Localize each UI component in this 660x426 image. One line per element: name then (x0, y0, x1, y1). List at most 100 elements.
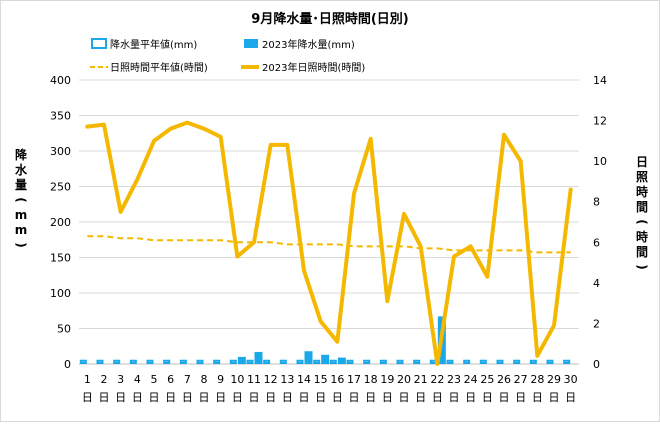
legend-label-normal-sunshine: 日照時間平年値(時間) (110, 61, 208, 74)
x-tick-unit: 日 (182, 391, 193, 404)
left-axis-title: 降水量 (mm) (14, 147, 28, 248)
x-tick-unit: 日 (515, 391, 526, 404)
left-axis-ticks: 0 50 100 150 200 250 300 350 400 (50, 74, 71, 371)
x-tick-unit: 日 (215, 391, 226, 404)
right-axis-title: 日照時間(時間) (635, 155, 649, 270)
right-axis-title-char: 時 (636, 184, 648, 199)
x-tick-label: 14 (297, 373, 311, 386)
normal-precip-bar (396, 359, 404, 364)
x-tick-label: 26 (497, 373, 511, 386)
x-tick-label: 18 (364, 373, 378, 386)
x-tick-label: 21 (414, 373, 428, 386)
right-tick-label: 2 (593, 317, 600, 330)
x-tick-label: 3 (117, 373, 124, 386)
normal-precip-bar (546, 359, 554, 364)
normal-precip-bar (563, 359, 571, 364)
x-tick-label: 15 (314, 373, 328, 386)
precip-2023-bars (237, 316, 446, 364)
normal-precip-bar (329, 359, 337, 364)
normal-precip-bar (146, 359, 154, 364)
right-axis-title-char: ( (635, 219, 649, 224)
right-tick-label: 0 (593, 358, 600, 371)
legend-swatch-2023-precip (244, 39, 258, 48)
right-axis-title-char: ) (635, 264, 649, 269)
left-axis-title-char: ( (14, 197, 28, 202)
left-tick-label: 50 (57, 323, 71, 336)
normal-precip-bar (213, 359, 221, 364)
sunshine-2023-line (85, 120, 573, 366)
x-tick-unit: 日 (432, 391, 443, 404)
left-axis-title-char: m (15, 208, 28, 222)
x-tick-label: 17 (347, 373, 361, 386)
normal-precip-bar (363, 359, 371, 364)
x-tick-label: 23 (447, 373, 461, 386)
left-tick-label: 400 (50, 74, 71, 87)
normal-precip-bar (413, 359, 421, 364)
left-axis-title-char: ) (14, 242, 28, 247)
x-tick-unit: 日 (132, 391, 143, 404)
right-tick-label: 12 (593, 115, 607, 128)
x-tick-label: 30 (564, 373, 578, 386)
normal-precip-bar (446, 359, 454, 364)
x-tick-label: 6 (167, 373, 174, 386)
x-tick-unit: 日 (449, 391, 460, 404)
normal-sunshine-line (87, 235, 571, 254)
x-tick-label: 19 (380, 373, 394, 386)
x-tick-unit: 日 (115, 391, 126, 404)
left-tick-label: 150 (50, 252, 71, 265)
legend: 降水量平年値(mm) 2023年降水量(mm) 日照時間平年値(時間) 2023… (90, 38, 365, 74)
x-tick-unit: 日 (482, 391, 493, 404)
x-tick-unit: 日 (332, 391, 343, 404)
normal-precip-bar (463, 359, 471, 364)
sunshine-lines (85, 120, 573, 366)
x-tick-unit: 日 (232, 391, 243, 404)
normal-precip-bar (496, 359, 504, 364)
x-tick-label: 7 (184, 373, 191, 386)
left-tick-label: 200 (50, 216, 71, 229)
right-axis-title-char: 間 (636, 200, 648, 214)
normal-precip-bar (79, 359, 87, 364)
right-tick-label: 14 (593, 74, 607, 87)
right-axis-title-char: 時 (636, 229, 648, 244)
x-tick-label: 1 (84, 373, 91, 386)
x-tick-label: 11 (247, 373, 261, 386)
x-tick-unit: 日 (365, 391, 376, 404)
legend-label-2023-precip: 2023年降水量(mm) (262, 38, 355, 51)
precip-2023-bar (321, 354, 330, 364)
left-axis-title-char: m (15, 223, 28, 237)
left-tick-label: 0 (64, 358, 71, 371)
normal-precip-bar (113, 359, 121, 364)
x-tick-unit: 日 (315, 391, 326, 404)
normal-precip-bar (129, 359, 137, 364)
x-tick-unit: 日 (299, 391, 310, 404)
right-axis-title-char: 日 (636, 155, 648, 169)
normal-precip-bar (246, 359, 254, 364)
x-tick-label: 20 (397, 373, 411, 386)
x-tick-unit: 日 (82, 391, 93, 404)
normal-precip-bar (296, 359, 304, 364)
precip-2023-bar (337, 357, 346, 364)
left-axis-title-char: 量 (15, 178, 27, 192)
x-tick-unit: 日 (99, 391, 110, 404)
x-tick-unit: 日 (199, 391, 210, 404)
normal-precip-bar (513, 359, 521, 364)
legend-label-normal-precip: 降水量平年値(mm) (110, 38, 197, 51)
x-tick-label: 4 (134, 373, 141, 386)
normal-precip-bar (529, 359, 537, 364)
precip-2023-bar (254, 351, 263, 364)
left-tick-label: 350 (50, 110, 71, 123)
x-tick-unit: 日 (565, 391, 576, 404)
normal-precip-bar (196, 359, 204, 364)
x-tick-label: 13 (280, 373, 294, 386)
x-tick-label: 10 (230, 373, 244, 386)
normal-precip-bar (346, 359, 354, 364)
x-tick-label: 28 (530, 373, 544, 386)
right-axis-title-char: 照 (636, 169, 648, 184)
right-tick-label: 6 (593, 236, 600, 249)
left-axis-title-char: 降 (15, 147, 28, 162)
legend-item-normal-sunshine: 日照時間平年値(時間) (90, 61, 208, 74)
x-axis-labels: 1日2日3日4日5日6日7日8日9日10日11日12日13日14日15日16日1… (82, 373, 578, 404)
normal-precip-bars (79, 359, 571, 364)
